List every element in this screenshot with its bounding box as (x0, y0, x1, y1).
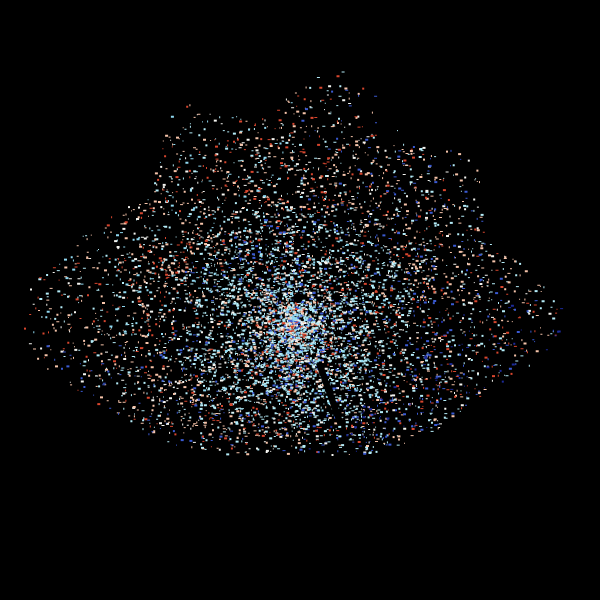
beam-blockage (316, 362, 344, 426)
radar-site (293, 293, 303, 303)
